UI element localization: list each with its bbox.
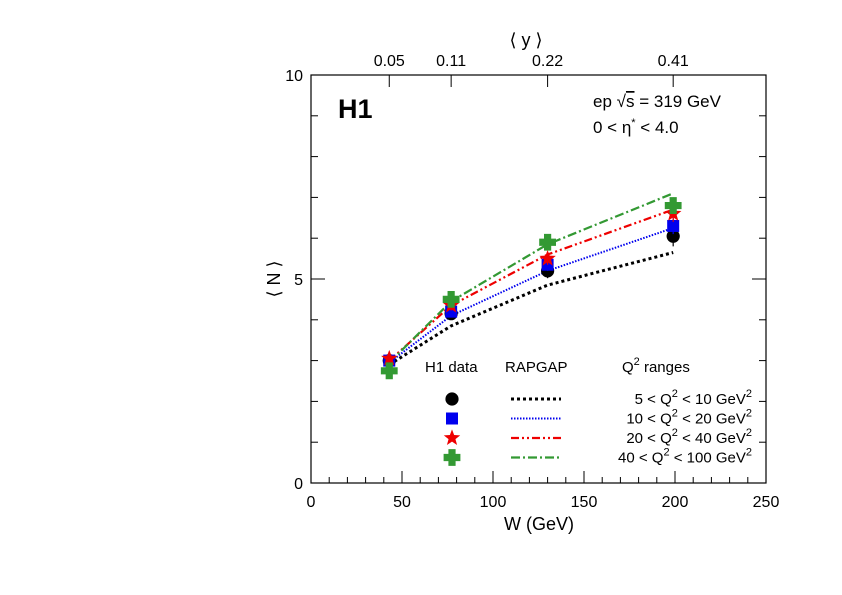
series-1-legend-label-part: 2: [746, 388, 752, 400]
top-tick-label: 0.41: [658, 53, 689, 70]
series-4-rapgap-line: [388, 192, 674, 364]
legend-header-mc: RAPGAP: [505, 359, 568, 376]
top-tick-label: 0.05: [374, 53, 405, 70]
q2-header-suffix: ranges: [640, 359, 690, 376]
series-2-legend-label-part: < 20 GeV: [678, 411, 746, 428]
x-tick-label: 50: [393, 494, 411, 511]
eta-star: *: [631, 117, 636, 129]
series-4-data-point: [539, 233, 556, 251]
series-2-legend-label-part: 10 < Q: [626, 411, 671, 428]
series-2-rapgap-line: [388, 227, 674, 364]
series-3-rapgap-line: [388, 208, 674, 362]
series-2-legend-label-part: 2: [746, 408, 752, 420]
legend: H1 data RAPGAP Q2 ranges 5 < Q2 < 10 GeV…: [425, 356, 752, 467]
series-4-data-point: [442, 291, 460, 308]
top-tick-label: 0.22: [532, 53, 563, 70]
series-1-legend-label-part: < 10 GeV: [678, 391, 746, 408]
series-1-legend-label-part: 5 < Q: [635, 391, 672, 408]
x-tick-label: 0: [307, 494, 316, 511]
x-tick-label: 150: [571, 494, 598, 511]
series-4-legend-label-part: 2: [746, 447, 752, 459]
series-4-legend-label-part: < 100 GeV: [670, 450, 746, 467]
root-symbol: √: [617, 92, 627, 111]
legend-header-data: H1 data: [425, 359, 478, 376]
series-1-legend-label: 5 < Q2 < 10 GeV2: [635, 388, 752, 408]
top-tick-label: 0.11: [436, 53, 466, 70]
h1-logo: H1: [338, 94, 373, 124]
eta-prefix: 0 < η: [593, 118, 631, 137]
axis-ticks: 0 50 100 150 200 250 0 5 10 0.05 0.11 0.22 0.41: [285, 53, 779, 511]
series-4-legend-marker: [443, 449, 461, 466]
series-3-legend-label-part: 2: [672, 427, 678, 439]
series-3-legend-label-part: 2: [746, 427, 752, 439]
series-1-data-point: [666, 229, 680, 243]
series-4-legend-label-part: 40 < Q: [618, 450, 663, 467]
x-tick-label: 200: [662, 494, 689, 511]
q2-header-q: Q: [622, 359, 634, 376]
series-2-legend-label-part: 2: [672, 408, 678, 420]
y-axis-title: ⟨ N ⟩: [264, 260, 284, 297]
energy-prefix: ep: [593, 92, 617, 111]
top-axis-title: ⟨ y ⟩: [509, 30, 542, 50]
series-4-legend-label-part: 2: [663, 447, 669, 459]
series-4-data-point: [380, 362, 398, 380]
root-s: s: [626, 92, 635, 111]
energy-annotation: ep √s = 319 GeV: [593, 92, 722, 111]
series-2-legend-marker: [446, 412, 458, 425]
series-1-legend-label-part: 2: [672, 388, 678, 400]
series-3-legend-label-part: 20 < Q: [626, 430, 671, 447]
series-3-data-point: [539, 249, 556, 266]
legend-header-q2: Q2 ranges: [622, 356, 690, 376]
q2-header-sup: 2: [634, 356, 640, 368]
series-4-legend-label: 40 < Q2 < 100 GeV2: [618, 447, 752, 467]
series-1-rapgap-line: [388, 251, 674, 366]
y-tick-label: 0: [294, 476, 303, 493]
y-tick-label: 5: [294, 272, 303, 289]
eta-suffix: < 4.0: [636, 118, 679, 137]
rapgap-curves: [388, 192, 674, 366]
series-2-legend-label: 10 < Q2 < 20 GeV2: [626, 408, 752, 428]
eta-annotation: 0 < η* < 4.0: [593, 117, 679, 137]
x-tick-label: 250: [753, 494, 780, 511]
y-tick-label: 10: [285, 68, 303, 85]
energy-suffix: = 319 GeV: [634, 92, 721, 111]
series-2-data-point: [667, 219, 680, 232]
series-4-data-point: [664, 197, 682, 214]
series-3-legend-marker: [443, 429, 461, 445]
series-1-legend-marker: [445, 392, 459, 406]
x-tick-label: 100: [480, 494, 507, 511]
h1-data-points: [380, 197, 682, 380]
series-3-data-point: [381, 349, 398, 366]
series-3-legend-label: 20 < Q2 < 40 GeV2: [626, 427, 752, 447]
x-axis-title: W (GeV): [504, 514, 574, 534]
series-3-legend-label-part: < 40 GeV: [678, 430, 746, 447]
